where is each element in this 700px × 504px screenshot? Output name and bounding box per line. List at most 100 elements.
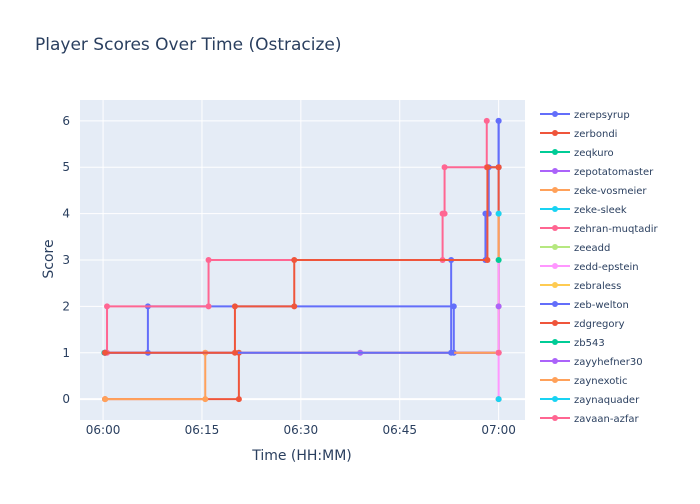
x-tick-label: 06:45 xyxy=(382,423,417,437)
legend-label: zeqkuro xyxy=(574,148,614,159)
legend-swatch-marker xyxy=(552,149,558,155)
x-tick-label: 06:30 xyxy=(284,423,319,437)
data-point xyxy=(102,349,109,356)
y-tick-label: 6 xyxy=(62,114,70,128)
data-point xyxy=(441,164,448,171)
legend-swatch-marker xyxy=(552,415,558,421)
legend-item-zepotatomaster[interactable]: zepotatomaster xyxy=(540,167,654,178)
legend-label: zedd-epstein xyxy=(574,262,639,273)
legend-label: zepotatomaster xyxy=(574,167,654,178)
data-point xyxy=(205,303,212,310)
legend-swatch-marker xyxy=(552,358,558,364)
legend-label: zdgregory xyxy=(574,319,625,330)
data-point xyxy=(441,210,448,217)
x-tick-label: 07:00 xyxy=(481,423,516,437)
legend-item-zeke-sleek[interactable]: zeke-sleek xyxy=(540,205,627,216)
data-point xyxy=(450,303,457,310)
data-point xyxy=(484,257,491,263)
legend-item-zeke-vosmeier[interactable]: zeke-vosmeier xyxy=(540,186,647,197)
legend-label: zayaan-azfar xyxy=(574,414,640,425)
legend-swatch-marker xyxy=(552,263,558,269)
legend-label: zayyhefner30 xyxy=(574,357,643,368)
legend-label: zaynaquader xyxy=(574,395,640,406)
data-point xyxy=(495,210,502,217)
legend-item-zebraless[interactable]: zebraless xyxy=(540,281,621,292)
legend-item-zedd-epstein[interactable]: zedd-epstein xyxy=(540,262,639,273)
data-point xyxy=(231,349,238,356)
legend-label: zeeadd xyxy=(574,243,610,254)
data-point xyxy=(291,257,298,263)
legend-label: zeb-welton xyxy=(574,300,629,311)
data-point xyxy=(104,303,111,310)
legend-label: zeke-sleek xyxy=(574,205,627,216)
legend-swatch-marker xyxy=(552,244,558,250)
legend-swatch-marker xyxy=(552,206,558,212)
data-point xyxy=(448,349,455,356)
legend-swatch-marker xyxy=(552,282,558,288)
legend-swatch-marker xyxy=(552,187,558,193)
legend-item-zeqkuro[interactable]: zeqkuro xyxy=(540,148,614,159)
y-tick-label: 5 xyxy=(62,160,70,174)
legend-item-zeb-welton[interactable]: zeb-welton xyxy=(540,300,629,311)
y-tick-label: 0 xyxy=(62,392,70,406)
series-zdgregory xyxy=(102,164,502,356)
data-point xyxy=(495,303,502,310)
data-point xyxy=(102,396,109,403)
legend-label: zerbondi xyxy=(574,129,617,140)
legend-item-zdgregory[interactable]: zdgregory xyxy=(540,319,625,330)
chart-title: Player Scores Over Time (Ostracize) xyxy=(35,35,342,55)
data-point xyxy=(235,396,242,403)
series-zaynaquader xyxy=(495,396,502,403)
series-line xyxy=(106,120,488,353)
y-tick-label: 2 xyxy=(62,299,70,313)
legend-item-zehran-muqtadir[interactable]: zehran-muqtadir xyxy=(540,224,659,235)
legend-item-zaynaquader[interactable]: zaynaquader xyxy=(540,395,640,406)
series-line xyxy=(105,166,499,354)
legend-label: zaynexotic xyxy=(574,376,628,387)
legend-swatch-marker xyxy=(552,377,558,383)
series-layer xyxy=(101,117,502,403)
axis-ticks: 06:00 06:15 06:30 06:45 07:00 0 1 2 3 4 5 6 xyxy=(62,114,516,437)
legend[interactable]: zerepsyrup zerbondi zeqkuro zepotatomaster z… xyxy=(540,110,659,425)
legend-swatch-marker xyxy=(552,168,558,174)
series-zayaan-azfar xyxy=(495,349,502,356)
data-point xyxy=(483,117,490,124)
legend-item-zaynexotic[interactable]: zaynexotic xyxy=(540,376,628,387)
data-point xyxy=(202,396,209,403)
legend-swatch-marker xyxy=(552,396,558,402)
legend-item-zayaan-azfar[interactable]: zayaan-azfar xyxy=(540,414,640,425)
x-axis-title: Time (HH:MM) xyxy=(251,448,352,464)
data-point xyxy=(291,303,298,310)
legend-swatch-marker xyxy=(552,225,558,231)
legend-item-zb543[interactable]: zb543 xyxy=(540,338,605,349)
data-point xyxy=(495,396,502,403)
data-point xyxy=(495,349,502,356)
y-tick-label: 1 xyxy=(62,346,70,360)
legend-swatch-marker xyxy=(552,111,558,117)
y-axis-title: Score xyxy=(41,239,57,278)
legend-label: zebraless xyxy=(574,281,621,292)
legend-item-zayyhefner30[interactable]: zayyhefner30 xyxy=(540,357,643,368)
legend-swatch-marker xyxy=(552,320,558,326)
data-point xyxy=(495,117,502,124)
x-tick-label: 06:15 xyxy=(185,423,220,437)
x-tick-label: 06:00 xyxy=(86,423,121,437)
legend-label: zb543 xyxy=(574,338,605,349)
legend-item-zerepsyrup[interactable]: zerepsyrup xyxy=(540,110,630,121)
data-point xyxy=(484,164,491,171)
legend-swatch-marker xyxy=(552,130,558,136)
series-zayyhefner30 xyxy=(495,303,502,310)
data-point xyxy=(495,164,502,171)
legend-item-zeeadd[interactable]: zeeadd xyxy=(540,243,610,254)
legend-label: zeke-vosmeier xyxy=(574,186,647,197)
data-point xyxy=(231,303,238,310)
y-tick-label: 4 xyxy=(62,207,70,221)
series-zeke-sleek xyxy=(495,210,502,217)
series-zb543 xyxy=(495,257,502,263)
legend-label: zerepsyrup xyxy=(574,110,630,121)
y-tick-label: 3 xyxy=(62,253,70,267)
legend-label: zehran-muqtadir xyxy=(574,224,659,235)
legend-item-zerbondi[interactable]: zerbondi xyxy=(540,129,617,140)
